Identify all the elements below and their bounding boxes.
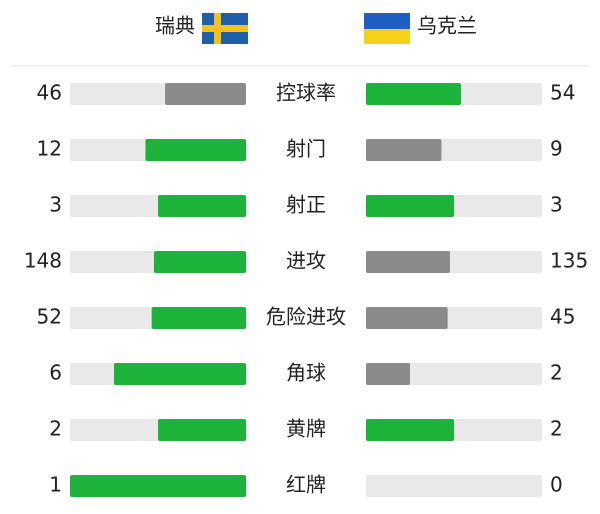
away-value: 2 [550, 361, 563, 385]
away-bar [366, 363, 410, 385]
away-bar [366, 307, 448, 329]
home-value: 6 [49, 361, 62, 385]
away-value: 9 [550, 137, 563, 161]
home-value: 148 [24, 249, 62, 273]
home-bar [145, 139, 246, 161]
away-bar [366, 139, 442, 161]
home-value: 2 [49, 417, 62, 441]
away-bar [366, 195, 454, 217]
stat-label: 黄牌 [286, 417, 326, 441]
home-value: 3 [49, 193, 62, 217]
away-bar [366, 251, 450, 273]
stat-label: 进攻 [286, 249, 326, 273]
ukraine-flag [364, 13, 410, 44]
away-value: 3 [550, 193, 563, 217]
stat-label: 红牌 [286, 473, 326, 497]
away-team: 乌克兰 [417, 14, 477, 38]
home-bar [158, 419, 246, 441]
stat-label: 危险进攻 [266, 305, 346, 329]
bar-track [366, 475, 542, 497]
home-value: 12 [37, 137, 62, 161]
stat-label: 角球 [286, 361, 326, 385]
home-value: 52 [37, 305, 62, 329]
away-value: 54 [550, 81, 575, 105]
home-value: 1 [49, 473, 62, 497]
sweden-flag [202, 13, 248, 44]
home-value: 46 [37, 81, 62, 105]
home-bar [165, 83, 246, 105]
away-bar [366, 419, 454, 441]
stat-label: 射门 [286, 137, 326, 161]
stat-label: 控球率 [276, 81, 336, 105]
home-bar [158, 195, 246, 217]
home-team: 瑞典 [155, 14, 195, 38]
away-value: 0 [550, 473, 563, 497]
away-value: 135 [550, 249, 588, 273]
home-bar [114, 363, 246, 385]
away-value: 2 [550, 417, 563, 441]
home-bar [70, 475, 246, 497]
away-bar [366, 83, 462, 105]
home-bar [151, 307, 246, 329]
away-value: 45 [550, 305, 575, 329]
stat-label: 射正 [286, 193, 326, 217]
home-bar [153, 251, 246, 273]
